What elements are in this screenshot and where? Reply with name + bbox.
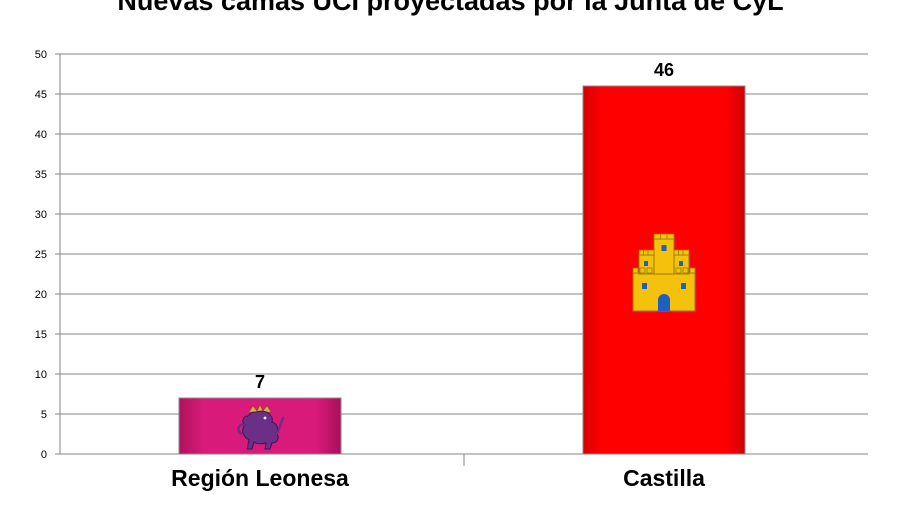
x-category-label: Castilla <box>623 465 705 491</box>
data-label: 7 <box>255 372 265 392</box>
castle-emblem-icon <box>632 233 696 312</box>
labels: 7 Región Leonesa 46 Castilla <box>171 60 705 491</box>
bar-emblems <box>237 233 696 450</box>
x-category-label: Región Leonesa <box>171 465 349 491</box>
y-tick-label: 40 <box>35 129 47 141</box>
y-tick-label: 50 <box>35 49 47 61</box>
y-axis-ticks: 0 5 10 15 20 25 30 35 40 45 50 <box>35 49 60 461</box>
data-label: 46 <box>654 60 674 80</box>
y-tick-label: 25 <box>35 249 47 261</box>
y-tick-label: 20 <box>35 289 47 301</box>
y-tick-label: 5 <box>41 409 47 421</box>
y-tick-label: 45 <box>35 89 47 101</box>
y-tick-label: 15 <box>35 329 47 341</box>
lion-emblem-icon <box>237 404 285 450</box>
axes <box>59 54 868 466</box>
gridlines <box>60 53 868 415</box>
y-tick-label: 0 <box>41 449 47 461</box>
y-tick-label: 35 <box>35 169 47 181</box>
y-tick-label: 30 <box>35 209 47 221</box>
y-tick-label: 10 <box>35 369 47 381</box>
chart-title: Nuevas camas UCI proyectadas por la Junt… <box>117 0 784 16</box>
